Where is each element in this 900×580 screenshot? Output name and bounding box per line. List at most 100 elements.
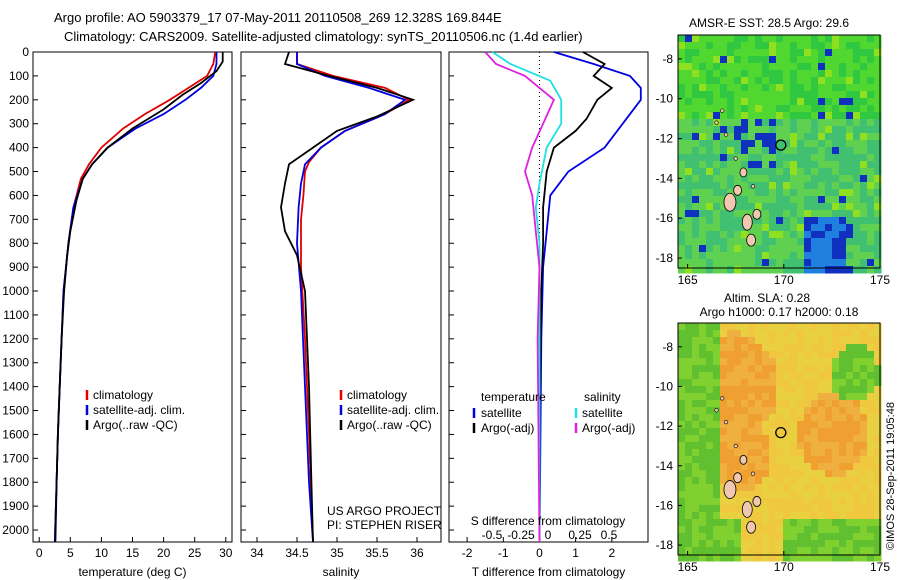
map-cell	[804, 70, 812, 78]
map-cell	[748, 63, 756, 71]
map-cell	[790, 266, 798, 274]
map-cell	[860, 421, 868, 429]
map-cell	[706, 217, 714, 225]
map-cell	[839, 112, 847, 120]
map-cell	[874, 372, 882, 380]
map-cell	[755, 414, 763, 422]
map-cell	[860, 414, 868, 422]
map-cell	[811, 365, 819, 373]
map-cell	[727, 442, 735, 450]
map-cell	[769, 491, 777, 499]
island	[741, 213, 753, 231]
map-cell	[867, 547, 875, 555]
map-cell	[699, 224, 707, 232]
map-cell	[706, 203, 714, 211]
map-cell	[678, 161, 686, 169]
map-cell	[720, 196, 728, 204]
map-cell	[867, 330, 875, 338]
map-y-tick-label: -12	[656, 419, 674, 433]
map-cell	[755, 435, 763, 443]
map-cell	[727, 161, 735, 169]
map-cell	[741, 203, 749, 211]
map-cell	[853, 491, 861, 499]
map-cell	[874, 126, 882, 134]
map-title-sst: AMSR-E SST: 28.5 Argo: 29.6	[689, 16, 849, 30]
map-cell	[860, 217, 868, 225]
map-cell	[755, 442, 763, 450]
map-cell	[790, 217, 798, 225]
map-cell	[748, 512, 756, 520]
map-cell	[846, 161, 854, 169]
map-cell	[741, 428, 749, 436]
header-line-2: Climatology: CARS2009. Satellite-adjuste…	[64, 29, 583, 44]
map-cell	[776, 70, 784, 78]
map-cell	[797, 161, 805, 169]
x-tick-label: 0	[536, 546, 543, 560]
map-cell	[685, 337, 693, 345]
map-cell	[706, 98, 714, 106]
map-cell	[769, 259, 777, 267]
map-cell	[713, 154, 721, 162]
x-axis-label: temperature (deg C)	[78, 565, 186, 579]
map-cell	[741, 498, 749, 506]
map-cell	[832, 540, 840, 548]
map-cell	[811, 182, 819, 190]
map-cell	[867, 126, 875, 134]
map-y-tick-label: -8	[662, 340, 673, 354]
map-cell	[685, 63, 693, 71]
map-cell	[797, 505, 805, 513]
map-cell	[769, 400, 777, 408]
map-cell	[713, 182, 721, 190]
map-cell	[860, 231, 868, 239]
map-cell	[874, 161, 882, 169]
map-cell	[825, 98, 833, 106]
map-cell	[797, 358, 805, 366]
map-cell	[734, 484, 742, 492]
series-line-satellite	[491, 51, 563, 542]
map-cell	[734, 463, 742, 471]
map-cell	[832, 224, 840, 232]
map-cell	[818, 547, 826, 555]
map-cell	[832, 449, 840, 457]
map-cell	[790, 56, 798, 64]
map-cell	[818, 126, 826, 134]
map-cell	[720, 400, 728, 408]
map-cell	[727, 421, 735, 429]
map-cell	[692, 98, 700, 106]
map-cell	[678, 470, 686, 478]
map-cell	[776, 533, 784, 541]
map-cell	[860, 386, 868, 394]
map-cell	[839, 259, 847, 267]
map-cell	[783, 414, 791, 422]
legend-label: climatology	[347, 388, 407, 402]
map-cell	[762, 372, 770, 380]
islet	[723, 132, 729, 137]
map-cell	[874, 35, 882, 43]
map-cell	[769, 498, 777, 506]
map-cell	[874, 168, 882, 176]
map-cell	[755, 182, 763, 190]
map-cell	[769, 505, 777, 513]
map-cell	[804, 259, 812, 267]
map-cell	[804, 477, 812, 485]
map-cell	[678, 42, 686, 50]
map-cell	[755, 393, 763, 401]
map-cell	[874, 210, 882, 218]
map-cell	[790, 554, 798, 562]
map-cell	[720, 147, 728, 155]
y-tick-label: 0	[22, 45, 29, 59]
map-cell	[804, 484, 812, 492]
map-cell	[832, 119, 840, 127]
map-cell	[713, 533, 721, 541]
map-cell	[818, 386, 826, 394]
map-cell	[797, 442, 805, 450]
map-cell	[853, 154, 861, 162]
map-cell	[832, 393, 840, 401]
map-cell	[734, 386, 742, 394]
map-cell	[783, 168, 791, 176]
map-cell	[832, 63, 840, 71]
map-cell	[748, 189, 756, 197]
map-cell	[678, 203, 686, 211]
map-cell	[748, 330, 756, 338]
map-cell	[685, 238, 693, 246]
